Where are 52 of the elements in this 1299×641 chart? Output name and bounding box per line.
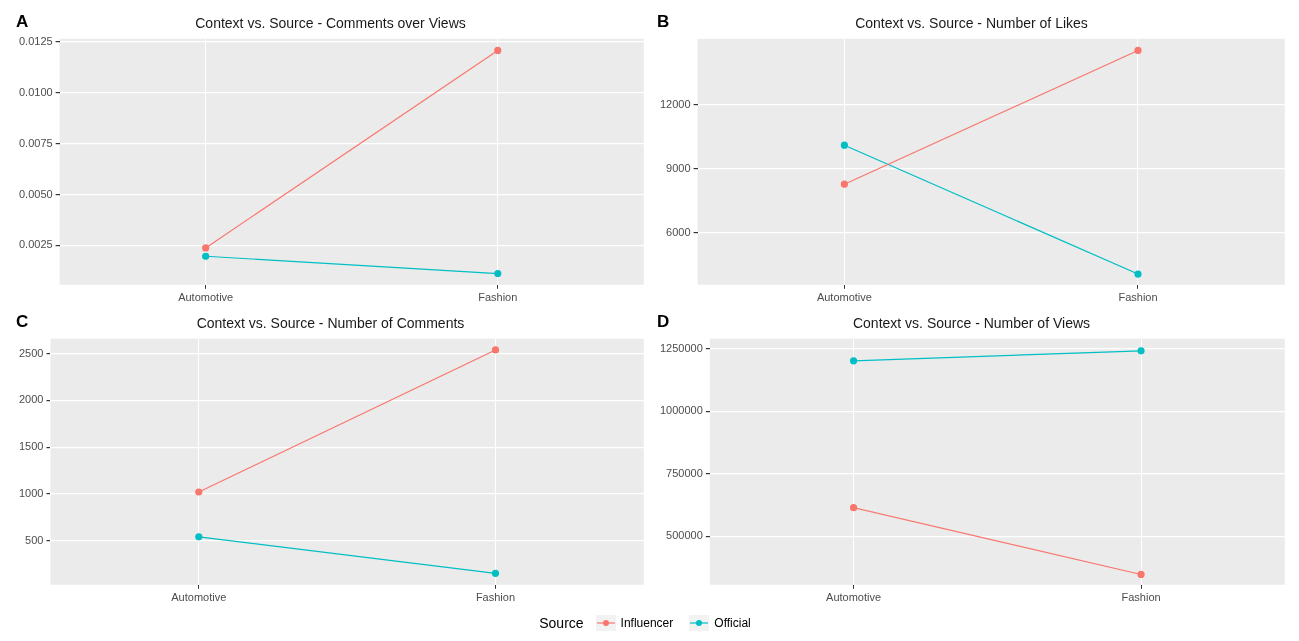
point [494,46,502,55]
point [1134,46,1142,55]
y-tick-label: 2000 [18,393,44,406]
y-tick-label: 500000 [666,529,703,542]
point [195,533,203,541]
point [849,357,858,365]
chart-title: Context vs. Source - Number of Views [852,315,1091,332]
point [1134,270,1142,278]
y-tick-label: 1000000 [660,404,703,417]
y-tick-label: 0.0125 [18,34,53,47]
x-tick-label: Fashion [1121,591,1161,604]
point [840,141,848,149]
y-tick-label: 500 [25,533,44,546]
y-tick-label: 0.0100 [18,85,53,98]
x-tick-label: Automotive [171,591,227,604]
y-tick-label: 1500 [18,440,44,453]
x-tick-label: Fashion [478,291,518,304]
chart-title: Context vs. Source - Number of Comments [196,315,465,332]
chart-title: Context vs. Source - Comments over Views [195,15,466,32]
point [202,252,210,260]
y-tick-label: 750000 [666,466,703,479]
point [202,244,210,252]
point [840,180,848,188]
legend-label: Influencer [620,616,674,630]
text: A [16,12,29,32]
legend-label: Official [714,616,751,630]
text: D [657,312,670,332]
y-tick-label: 0.0075 [18,136,53,149]
y-tick-label: 0.0025 [18,238,53,251]
point [1137,570,1145,579]
x-tick-label: Fashion [475,591,516,604]
y-tick-label: 9000 [666,161,691,174]
point [195,488,203,496]
point [491,346,500,354]
y-tick-label: 1000 [18,486,44,499]
legend-title: Source [539,615,584,631]
y-tick-label: 1250000 [660,341,703,354]
y-tick-label: 6000 [666,225,691,238]
x-tick-label: Automotive [826,591,882,604]
point [494,269,502,278]
point [849,504,858,512]
x-tick-label: Automotive [816,291,872,304]
x-tick-label: Automotive [178,291,234,304]
y-tick-label: 12000 [659,97,691,110]
chart-title: Context vs. Source - Number of Likes [855,15,1088,32]
text: B [657,12,670,32]
y-tick-label: 0.0050 [18,187,53,200]
y-tick-label: 2500 [18,346,44,359]
point [491,569,500,577]
x-tick-label: Fashion [1118,291,1158,304]
point [1137,347,1145,355]
text: C [16,312,29,332]
